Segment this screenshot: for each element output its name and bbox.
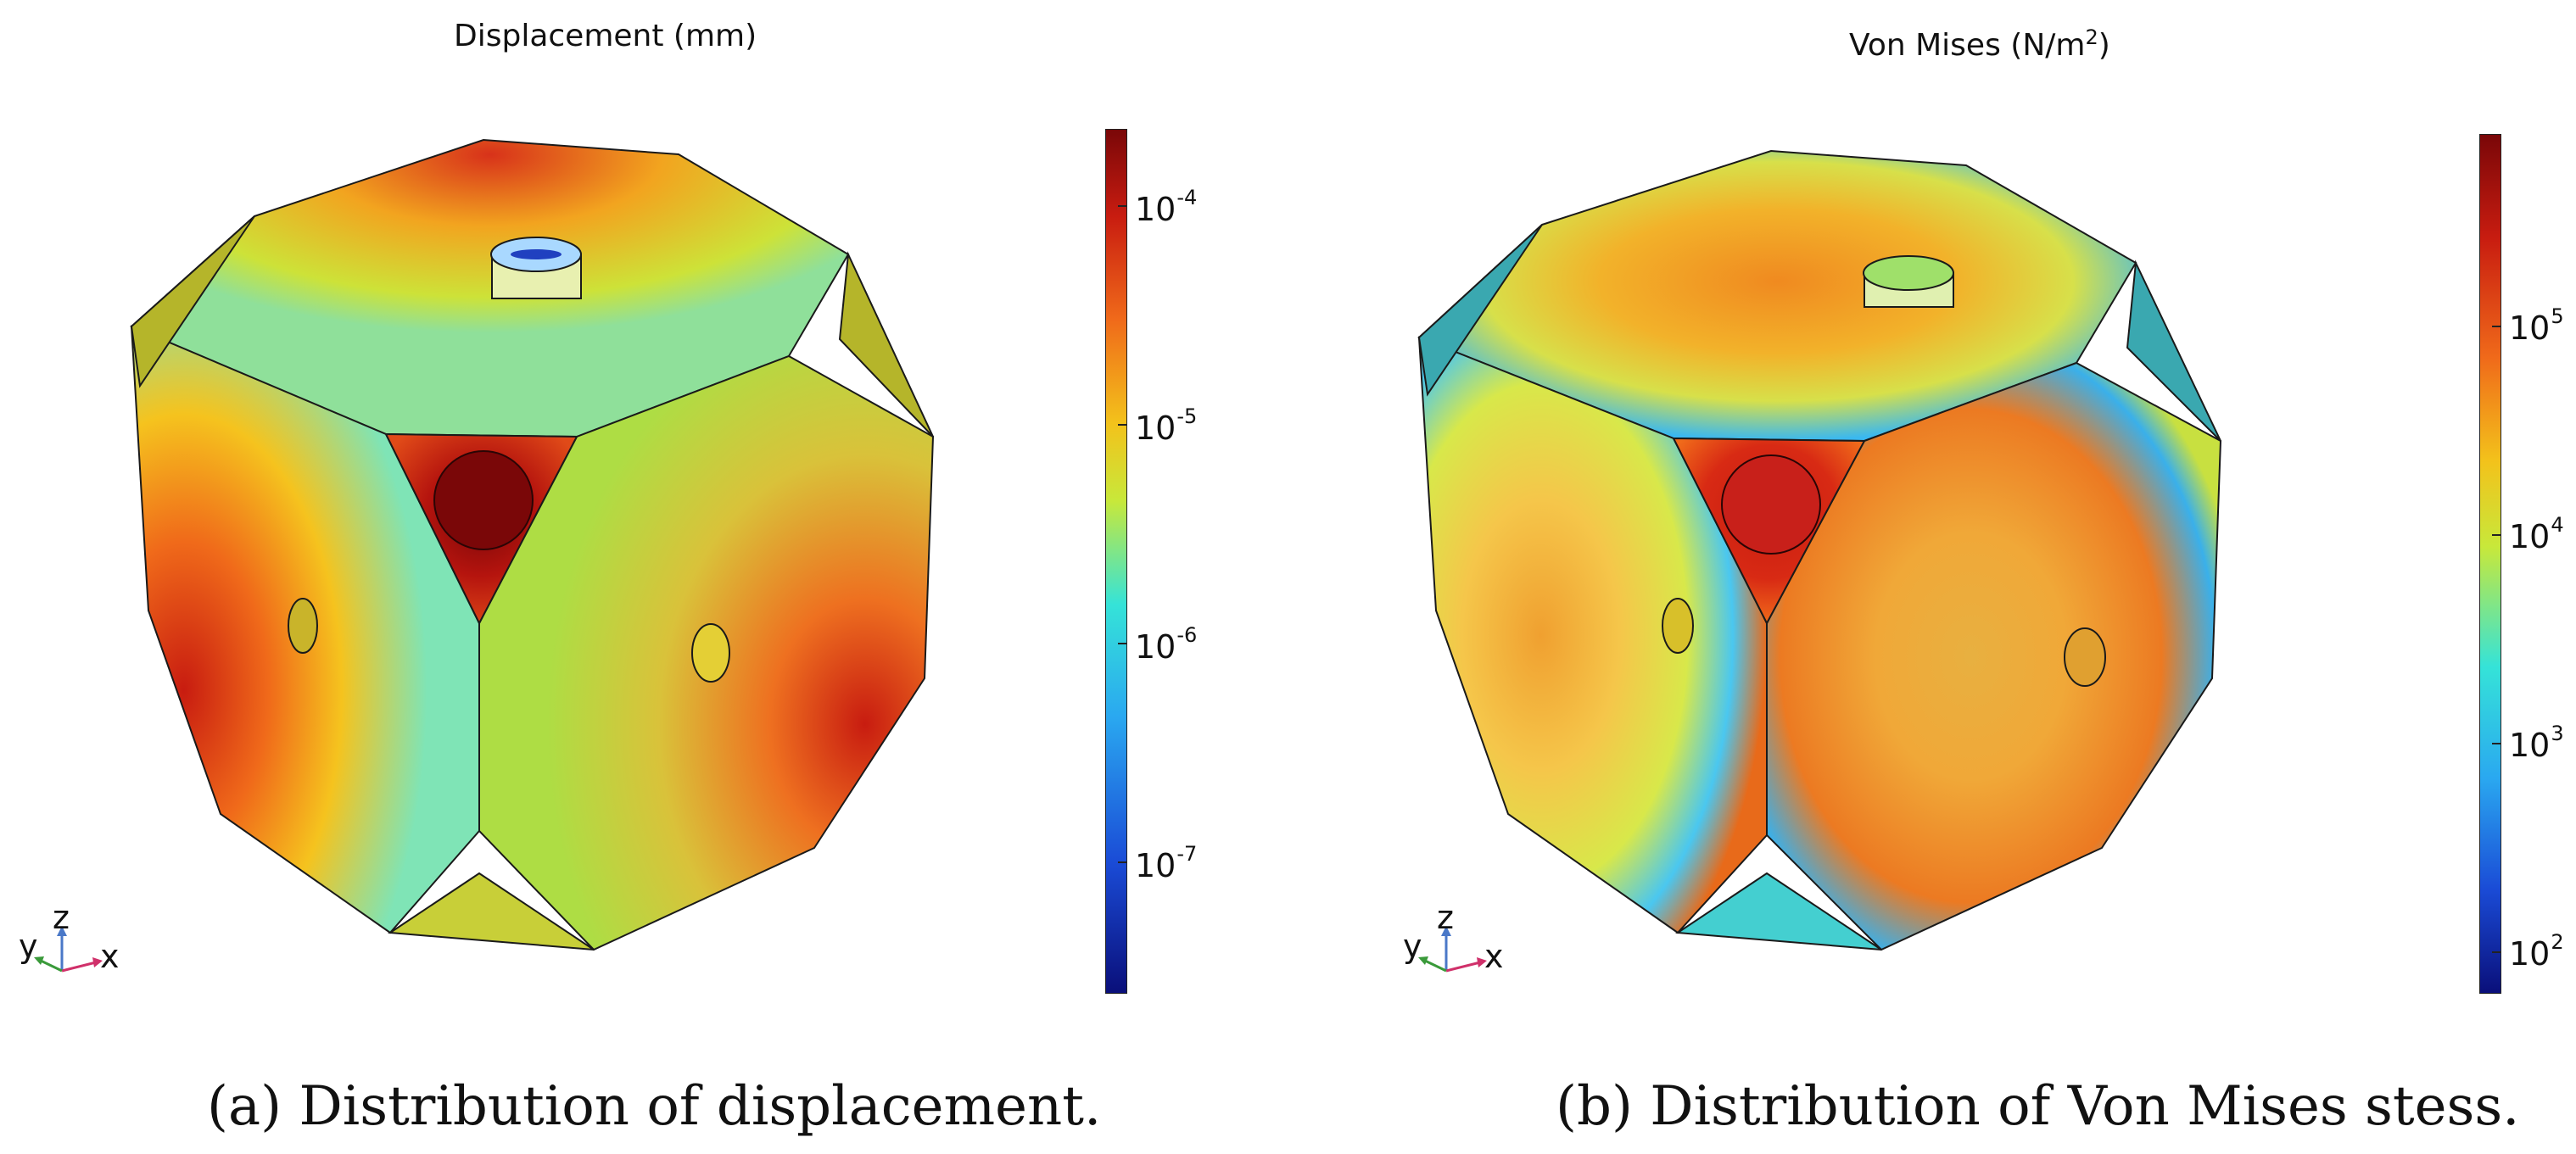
axes-triad: y z x bbox=[15, 899, 168, 1001]
bottom-chamfer bbox=[1675, 872, 1882, 951]
colorbar-label: 10-6 bbox=[1135, 622, 1198, 666]
colorbar-tick bbox=[2492, 534, 2501, 536]
right-face bbox=[1766, 361, 2222, 951]
colorbar-label: 10-7 bbox=[1135, 841, 1198, 885]
left-chamfer bbox=[130, 215, 255, 388]
plot-title: Displacement (mm) bbox=[454, 19, 757, 53]
left-chamfer bbox=[1417, 224, 1543, 397]
von-mises-3d-model bbox=[1417, 149, 2222, 951]
colorbar-label: 102 bbox=[2509, 929, 2564, 973]
right-hole bbox=[691, 623, 730, 683]
center-hole bbox=[433, 450, 534, 550]
sub-caption: (b) Distribution of Von Mises stess. bbox=[1556, 1075, 2520, 1138]
right-hole bbox=[2064, 627, 2106, 687]
colorbar-label: 10-4 bbox=[1135, 185, 1198, 229]
axis-label-x: x bbox=[1484, 938, 1504, 975]
left-hole bbox=[1662, 598, 1694, 654]
axis-label-z: z bbox=[1437, 899, 1454, 936]
colorbar-label: 103 bbox=[2509, 721, 2564, 765]
panel-displacement: Displacement (mm) bbox=[15, 19, 1198, 1138]
top-bolt bbox=[1863, 255, 1954, 291]
colorbar-tick bbox=[2492, 326, 2501, 327]
plot-title: Von Mises (N/m2) bbox=[1849, 25, 2110, 63]
colorbar-label: 104 bbox=[2509, 512, 2564, 556]
axis-label-y: y bbox=[19, 928, 38, 965]
colorbar-tick bbox=[1118, 424, 1126, 426]
colorbar-tick bbox=[2492, 951, 2501, 953]
colorbar-tick bbox=[1118, 205, 1126, 207]
axes-triad: y z x bbox=[1400, 899, 1552, 1001]
colorbar-label: 105 bbox=[2509, 304, 2564, 348]
axis-label-z: z bbox=[53, 899, 70, 936]
colorbar-label: 10-5 bbox=[1135, 404, 1198, 448]
colorbar-tick bbox=[2492, 743, 2501, 744]
colorbar-tick bbox=[1118, 643, 1126, 644]
left-hole bbox=[288, 598, 318, 654]
bottom-chamfer bbox=[388, 872, 595, 951]
sub-caption: (a) Distribution of displacement. bbox=[207, 1075, 1102, 1138]
panel-von-mises: Von Mises (N/m2) bbox=[1288, 0, 2575, 1154]
axis-label-x: x bbox=[100, 938, 120, 975]
center-hole bbox=[1721, 454, 1821, 555]
right-chamfer bbox=[838, 251, 934, 438]
right-chamfer bbox=[2126, 259, 2221, 442]
colorbar bbox=[1105, 129, 1127, 994]
colorbar-tick bbox=[1118, 861, 1126, 863]
axis-label-y: y bbox=[1403, 928, 1422, 965]
displacement-3d-model bbox=[130, 138, 935, 951]
colorbar bbox=[2479, 134, 2501, 994]
